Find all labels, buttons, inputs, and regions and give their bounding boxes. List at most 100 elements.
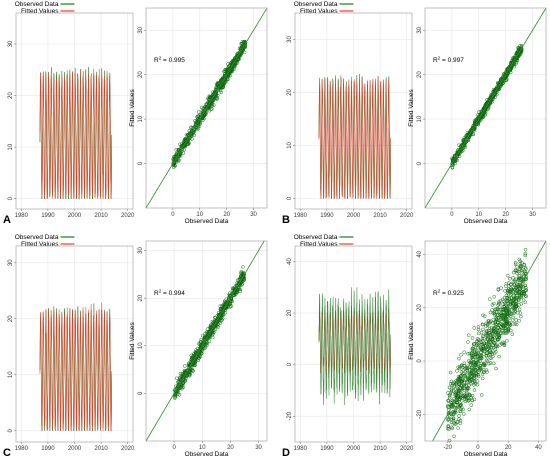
scatter-point	[454, 410, 458, 415]
scatter-point	[225, 67, 230, 71]
scatter-point	[180, 382, 184, 387]
scatter-point	[502, 342, 506, 347]
scatter-point	[499, 308, 503, 312]
scatter-point	[507, 281, 511, 285]
scatter-point	[481, 322, 485, 327]
x-tick-label: 2000	[347, 213, 361, 219]
plot-frame	[424, 240, 547, 442]
scatter-point	[523, 251, 528, 256]
scatter-point	[454, 406, 459, 410]
y-tick-label: 30	[138, 26, 144, 33]
scatter-point	[497, 354, 501, 359]
x-tick-label: 2020	[400, 213, 414, 219]
r-squared-label: R2 = 0.995	[154, 56, 185, 65]
scatter-point	[189, 357, 194, 362]
scatter-point	[515, 296, 519, 300]
scatter-point	[505, 69, 510, 74]
scatter-point	[448, 395, 452, 400]
scatter-point	[226, 62, 230, 66]
y-tick-label: 20	[417, 304, 423, 311]
y-tick-label: 20	[8, 315, 14, 322]
scatter-point	[449, 400, 453, 405]
y-tick-label: 20	[287, 88, 293, 95]
scatter-point	[456, 400, 460, 404]
scatter-point	[505, 290, 510, 295]
scatter-point	[499, 286, 503, 290]
scatter-point	[226, 70, 230, 75]
scatter-point	[505, 311, 509, 316]
scatter-point	[518, 44, 522, 48]
r-squared-exponent: 2	[159, 289, 162, 294]
scatter-point	[234, 57, 239, 61]
scatter-point	[236, 286, 241, 291]
scatter-point	[470, 336, 475, 340]
scatter-point	[185, 373, 189, 377]
scatter-point	[190, 369, 195, 373]
scatter-point	[479, 340, 483, 344]
scatter-point	[523, 253, 528, 258]
r-squared-value: = 0.997	[440, 57, 464, 64]
scatter-point	[196, 114, 201, 118]
legend-label-observed: Observed Data	[294, 234, 338, 241]
scatter-point	[504, 299, 509, 303]
scatter-point	[521, 275, 526, 279]
scatter-point	[475, 382, 480, 387]
scatter-point	[174, 152, 178, 157]
scatter-point	[225, 301, 229, 306]
scatter-point	[488, 361, 493, 365]
scatter-point	[488, 320, 492, 324]
scatter-point	[457, 389, 461, 393]
x-tick-label: 20	[223, 212, 230, 218]
scatter-point	[454, 380, 458, 385]
y-tick-label: 40	[417, 250, 423, 257]
y-tick-label: 0	[8, 428, 14, 432]
y-tick-label: 0	[138, 161, 144, 165]
scatter-point	[484, 368, 489, 372]
panel-label-c: C	[3, 447, 11, 457]
r-squared-exponent: 2	[438, 56, 441, 61]
y-tick-label: -20	[287, 411, 293, 420]
scatter-point	[510, 332, 514, 337]
scatter-point	[449, 389, 454, 393]
scatter-point	[204, 343, 209, 348]
scatter-point	[186, 363, 191, 368]
fit-line	[145, 7, 268, 209]
scatter-point	[456, 378, 460, 382]
scatter-point	[210, 107, 214, 111]
x-tick-label: 1980	[15, 446, 29, 452]
scatter-point	[485, 351, 489, 355]
scatter-point	[183, 369, 187, 374]
scatter-point	[496, 313, 500, 317]
scatter-point	[216, 316, 220, 321]
scatter-point	[465, 369, 470, 373]
x-tick-label: 2010	[373, 446, 387, 452]
series-line-fitted	[39, 302, 113, 432]
scatter-point	[518, 264, 523, 268]
scatter-point	[210, 319, 215, 324]
scatter-point	[465, 391, 469, 395]
scatter-point	[472, 341, 477, 346]
y-tick-label: 0	[8, 196, 14, 200]
y-tick-label: 30	[8, 40, 14, 47]
scatter-point	[471, 372, 475, 377]
x-tick-label: 20	[227, 445, 234, 451]
scatter-point	[459, 353, 463, 357]
scatter-point	[506, 273, 510, 278]
scatter-point	[476, 374, 481, 379]
scatter-point	[177, 148, 181, 152]
legend-label-fitted: Fitted Values	[300, 241, 338, 248]
scatter-point	[457, 397, 461, 401]
scatter-point	[493, 333, 497, 337]
scatter-point	[500, 297, 505, 302]
scatter-point	[510, 61, 515, 65]
y-tick-label: 10	[138, 115, 144, 122]
x-tick-label: 2010	[373, 213, 387, 219]
scatter-point	[218, 321, 222, 325]
scatter-point	[490, 303, 495, 307]
y-tick-label: 10	[287, 141, 293, 148]
scatter-point	[465, 368, 469, 372]
x-tick-label: 2000	[68, 213, 82, 219]
scatter-point	[446, 403, 450, 408]
scatter-point	[462, 412, 466, 416]
scatter-point	[184, 370, 189, 375]
